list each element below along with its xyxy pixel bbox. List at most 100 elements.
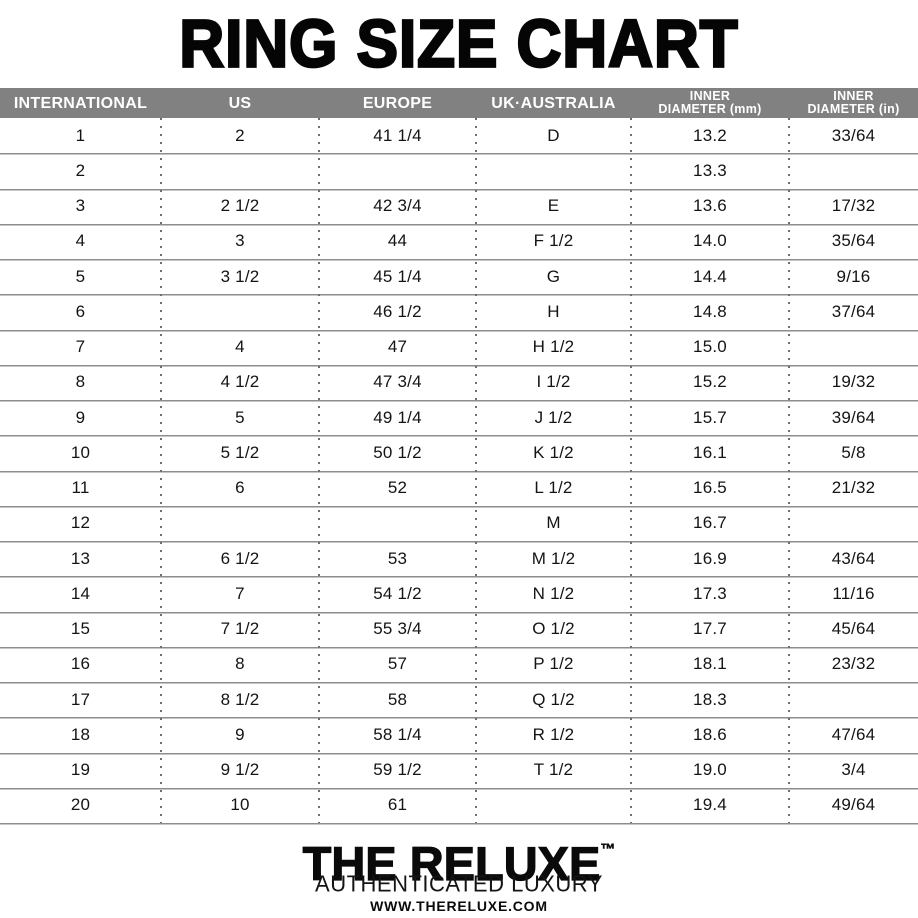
cell-inner-diameter-in: 17/32 bbox=[831, 196, 876, 216]
cell-us: 7 bbox=[235, 583, 245, 603]
cell-inner-diameter-in: 21/32 bbox=[831, 478, 876, 498]
cell-inner-diameter-mm: 13.3 bbox=[693, 160, 727, 180]
cell-uk-australia: R 1/2 bbox=[532, 724, 575, 744]
cell-europe: 45 1/4 bbox=[373, 266, 422, 286]
cell-inner-diameter-mm: 16.9 bbox=[693, 548, 727, 568]
ring-size-table: INTERNATIONAL US EUROPE UK·AUSTRALIA INN… bbox=[0, 88, 918, 823]
cell-inner-diameter-mm: 14.0 bbox=[693, 231, 727, 251]
cell-us: 6 1/2 bbox=[220, 548, 260, 568]
cell-inner-diameter-mm: 16.1 bbox=[693, 442, 727, 462]
brand-name: THE RELUXE bbox=[302, 837, 601, 890]
cell-international: 17 bbox=[70, 689, 91, 709]
table-row: 9 5 49 1/4 J 1/2 15.7 39/64 bbox=[0, 400, 918, 436]
cell-inner-diameter-in: 23/32 bbox=[831, 654, 876, 674]
cell-europe: 47 bbox=[387, 337, 408, 357]
cell-inner-diameter-in: 45/64 bbox=[831, 619, 876, 639]
table-row: 15 7 1/2 55 3/4 O 1/2 17.7 45/64 bbox=[0, 611, 918, 647]
cell-inner-diameter-in: 47/64 bbox=[831, 724, 876, 744]
cell-us: 10 bbox=[230, 795, 250, 815]
table-row: 18 9 58 1/4 R 1/2 18.6 47/64 bbox=[0, 717, 918, 753]
cell-international: 10 bbox=[70, 442, 91, 462]
cell-inner-diameter-in: 3/4 bbox=[841, 760, 866, 780]
cell-inner-diameter-mm: 19.4 bbox=[693, 795, 727, 815]
cell-international: 4 bbox=[75, 231, 86, 251]
cell-international: 19 bbox=[70, 760, 91, 780]
cell-inner-diameter-in: 39/64 bbox=[831, 407, 876, 427]
cell-international: 11 bbox=[71, 478, 90, 498]
column-header-europe: EUROPE bbox=[319, 94, 476, 112]
cell-international: 6 bbox=[75, 301, 86, 321]
cell-us: 3 bbox=[235, 231, 245, 251]
cell-international: 20 bbox=[70, 795, 91, 815]
table-row: 11 6 52 L 1/2 16.5 21/32 bbox=[0, 470, 918, 506]
cell-inner-diameter-mm: 15.7 bbox=[693, 407, 727, 427]
cell-international: 8 bbox=[75, 372, 86, 392]
table-row: 2 13.3 bbox=[0, 153, 918, 189]
cell-europe: 54 1/2 bbox=[373, 583, 422, 603]
cell-us: 9 bbox=[235, 724, 245, 744]
cell-europe: 41 1/4 bbox=[373, 125, 422, 145]
cell-inner-diameter-mm: 14.8 bbox=[693, 301, 727, 321]
table-row: 5 3 1/2 45 1/4 G 14.4 9/16 bbox=[0, 259, 918, 295]
cell-inner-diameter-mm: 15.2 bbox=[693, 372, 727, 392]
table-header-row: INTERNATIONAL US EUROPE UK·AUSTRALIA INN… bbox=[0, 88, 918, 118]
cell-international: 16 bbox=[70, 654, 91, 674]
brand-tagline: AUTHENTICATED LUXURY bbox=[315, 870, 603, 897]
column-header-label: INNER bbox=[833, 89, 874, 103]
cell-inner-diameter-mm: 15.0 bbox=[693, 337, 727, 357]
cell-inner-diameter-mm: 13.2 bbox=[693, 125, 727, 145]
cell-europe: 58 1/4 bbox=[373, 724, 422, 744]
cell-uk-australia: M 1/2 bbox=[531, 548, 576, 568]
column-header-us: US bbox=[161, 94, 319, 112]
cell-europe: 50 1/2 bbox=[373, 442, 422, 462]
cell-europe: 53 bbox=[387, 548, 408, 568]
cell-inner-diameter-in: 33/64 bbox=[831, 125, 876, 145]
cell-uk-australia: I 1/2 bbox=[536, 372, 571, 392]
cell-us: 2 1/2 bbox=[220, 196, 260, 216]
column-header-label: EUROPE bbox=[362, 94, 433, 112]
cell-us: 8 bbox=[235, 654, 245, 674]
column-header-label: US bbox=[228, 94, 252, 112]
column-header-uk-australia: UK·AUSTRALIA bbox=[476, 94, 631, 112]
cell-uk-australia: N 1/2 bbox=[532, 583, 575, 603]
cell-inner-diameter-mm: 16.7 bbox=[693, 513, 727, 533]
website-url: WWW.THERELUXE.COM bbox=[370, 898, 548, 914]
cell-uk-australia: G bbox=[546, 266, 561, 286]
cell-europe: 47 3/4 bbox=[373, 372, 422, 392]
cell-us: 4 1/2 bbox=[220, 372, 260, 392]
page-title: RING SIZE CHART bbox=[178, 5, 739, 82]
cell-international: 5 bbox=[75, 266, 86, 286]
cell-inner-diameter-in: 35/64 bbox=[831, 231, 876, 251]
cell-uk-australia: H bbox=[547, 301, 560, 321]
cell-europe: 55 3/4 bbox=[373, 619, 422, 639]
column-header-label: INNER bbox=[689, 89, 731, 103]
cell-uk-australia: F 1/2 bbox=[533, 231, 574, 251]
table-row: 10 5 1/2 50 1/2 K 1/2 16.1 5/8 bbox=[0, 435, 918, 471]
column-header-inner-diameter-in: INNER DIAMETER (in) bbox=[789, 90, 918, 116]
cell-international: 13 bbox=[70, 548, 91, 568]
cell-europe: 44 bbox=[387, 231, 408, 251]
table-row: 1 2 41 1/4 D 13.2 33/64 bbox=[0, 118, 918, 153]
table-row: 14 7 54 1/2 N 1/2 17.3 11/16 bbox=[0, 576, 918, 612]
table-row: 20 10 61 19.4 49/64 bbox=[0, 787, 918, 823]
cell-inner-diameter-mm: 13.6 bbox=[693, 196, 727, 216]
cell-europe: 49 1/4 bbox=[373, 407, 422, 427]
cell-inner-diameter-in: 5/8 bbox=[841, 442, 866, 462]
table-row: 3 2 1/2 42 3/4 E 13.6 17/32 bbox=[0, 188, 918, 224]
column-header-label: UK·AUSTRALIA bbox=[491, 94, 616, 112]
cell-inner-diameter-mm: 19.0 bbox=[693, 760, 727, 780]
table-row: 12 M 16.7 bbox=[0, 505, 918, 541]
table-row: 17 8 1/2 58 Q 1/2 18.3 bbox=[0, 682, 918, 718]
trademark-symbol: ™ bbox=[600, 841, 616, 859]
table-row: 16 8 57 P 1/2 18.1 23/32 bbox=[0, 646, 918, 682]
cell-europe: 59 1/2 bbox=[373, 760, 422, 780]
table-row: 19 9 1/2 59 1/2 T 1/2 19.0 3/4 bbox=[0, 752, 918, 788]
cell-uk-australia: M bbox=[546, 513, 561, 533]
cell-us: 9 1/2 bbox=[220, 760, 260, 780]
table-body: 1 2 41 1/4 D 13.2 33/64 2 13.3 3 2 1/2 4… bbox=[0, 118, 918, 823]
cell-europe: 42 3/4 bbox=[373, 196, 422, 216]
table-row: 4 3 44 F 1/2 14.0 35/64 bbox=[0, 223, 918, 259]
cell-us: 4 bbox=[235, 337, 245, 357]
cell-international: 2 bbox=[75, 160, 86, 180]
